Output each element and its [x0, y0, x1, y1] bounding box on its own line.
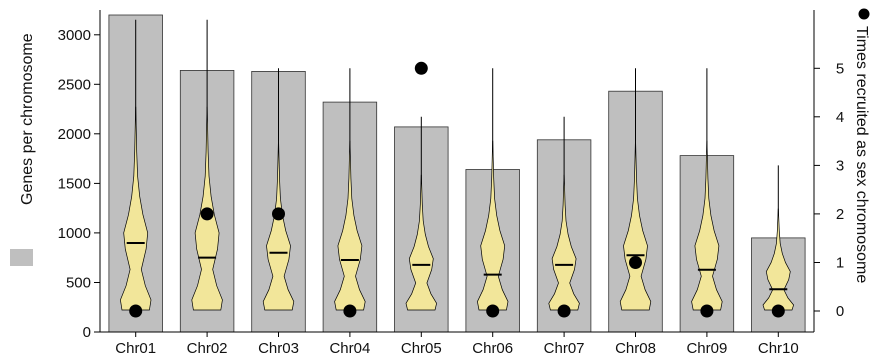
y2-tick-label-5: 5 [836, 60, 844, 77]
x-tick-label-chr02: Chr02 [187, 340, 228, 357]
recruit-dot-chr03 [272, 207, 285, 221]
y-tick-label-1500: 1500 [58, 175, 91, 192]
y2-tick-label-3: 3 [836, 157, 844, 174]
violin-chr06 [477, 140, 509, 311]
recruit-dot-chr07 [557, 304, 571, 318]
x-tick-label-chr03: Chr03 [258, 340, 299, 357]
x-tick-label-chr09: Chr09 [686, 340, 727, 357]
dots-layer [129, 61, 785, 318]
x-tick-label-chr05: Chr05 [401, 340, 442, 357]
violin-layer [120, 19, 794, 311]
right-axis-title: Times recruited as sex chromosome [853, 26, 870, 283]
recruit-dot-chr10 [771, 304, 785, 318]
violin-chr08 [619, 140, 652, 311]
y-tick-label-1000: 1000 [58, 225, 91, 242]
recruit-dot-chr04 [343, 304, 357, 318]
violin-chr07 [548, 174, 580, 311]
x-tick-label-chr10: Chr10 [758, 340, 799, 357]
recruit-dot-chr01 [129, 304, 143, 318]
violin-chr05 [405, 174, 437, 311]
x-tick-label-chr08: Chr08 [615, 340, 656, 357]
y-tick-label-2500: 2500 [58, 76, 91, 93]
recruit-dot-chr02 [200, 207, 214, 221]
y2-tick-label-1: 1 [836, 255, 844, 272]
violin-chr04 [334, 140, 366, 311]
recruit-dot-chr09 [700, 304, 714, 318]
recruit-dot-chr06 [486, 304, 500, 318]
x-tick-label-chr04: Chr04 [329, 340, 370, 357]
axes-layer: 0 500 1000 1500 2000 2500 3000 0 1 2 3 4 5 Chr01 Chr02… [58, 10, 844, 357]
y-tick-label-0: 0 [83, 324, 91, 341]
y-tick-label-2000: 2000 [58, 126, 91, 143]
violin-chr03 [262, 140, 295, 311]
x-tick-label-chr06: Chr06 [472, 340, 513, 357]
left-legend-swatch [10, 249, 33, 266]
recruit-dot-chr08 [629, 256, 642, 269]
x-tick-label-chr07: Chr07 [544, 340, 585, 357]
x-tick-label-chr01: Chr01 [115, 340, 156, 357]
violin-chr01 [120, 106, 152, 311]
left-axis-title: Genes per chromosome [19, 33, 36, 205]
y2-tick-label-2: 2 [836, 206, 844, 223]
violin-chr09 [691, 140, 723, 311]
y2-tick-label-0: 0 [836, 303, 844, 320]
y-tick-label-3000: 3000 [58, 27, 91, 44]
y2-tick-label-4: 4 [836, 109, 844, 126]
y-tick-label-500: 500 [66, 275, 91, 292]
right-legend-marker [858, 8, 870, 20]
recruit-dot-chr05 [414, 61, 428, 75]
